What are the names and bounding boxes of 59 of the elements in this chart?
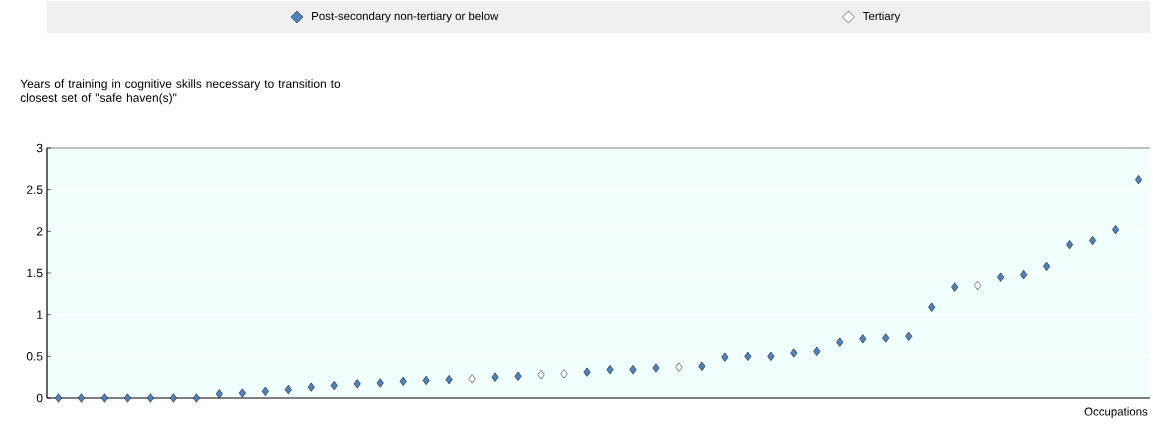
point [1112, 225, 1120, 235]
point [1135, 175, 1142, 185]
point [330, 380, 338, 391]
point [1043, 261, 1051, 271]
point [675, 362, 683, 372]
point [261, 386, 269, 396]
point [514, 371, 522, 381]
legend-label: Tertiary [862, 11, 901, 23]
y-axis-title: Years of training in cognitive skills necessary to transition to closest set of "safe haven(s)" [20, 79, 341, 105]
y-tick-label: 2 [36, 227, 43, 236]
point [192, 393, 200, 403]
y-tick-label: 0 [36, 393, 43, 403]
point [583, 367, 591, 377]
legend-label: Post-secondary non-tertiary or below [312, 11, 499, 23]
point [560, 369, 568, 379]
point [399, 376, 407, 386]
point [146, 393, 154, 403]
point [905, 331, 913, 341]
point [55, 393, 62, 403]
point [445, 375, 453, 385]
point [78, 393, 85, 403]
point [606, 365, 614, 375]
point [468, 374, 476, 384]
point [790, 348, 798, 358]
y-tick-label: 1 [37, 310, 43, 319]
point [997, 272, 1005, 282]
point [1066, 240, 1074, 250]
point [928, 302, 936, 312]
point [652, 363, 660, 373]
point [215, 389, 223, 399]
y-tick-label: 2.5 [26, 185, 43, 194]
point [836, 337, 844, 347]
point [1020, 270, 1028, 280]
point [123, 393, 131, 403]
point [698, 361, 706, 371]
point [951, 282, 959, 292]
point [307, 382, 315, 392]
point [1089, 235, 1097, 246]
point [376, 378, 384, 388]
point [169, 393, 177, 403]
point [767, 351, 775, 361]
y-tick-label: 0.5 [26, 352, 43, 361]
x-axis-title: Occupations [1084, 407, 1148, 418]
point [974, 280, 982, 291]
y-tick-label: 3 [36, 143, 43, 153]
point [744, 351, 752, 361]
point [238, 388, 246, 398]
point [882, 333, 890, 343]
point [422, 375, 430, 386]
point [537, 370, 545, 380]
point [491, 372, 499, 382]
point [721, 352, 729, 362]
point [859, 334, 867, 344]
point [100, 393, 108, 403]
point [284, 385, 292, 395]
point [813, 346, 821, 356]
point [629, 365, 637, 375]
y-tick-label: 1.5 [27, 268, 43, 278]
point [353, 379, 361, 389]
